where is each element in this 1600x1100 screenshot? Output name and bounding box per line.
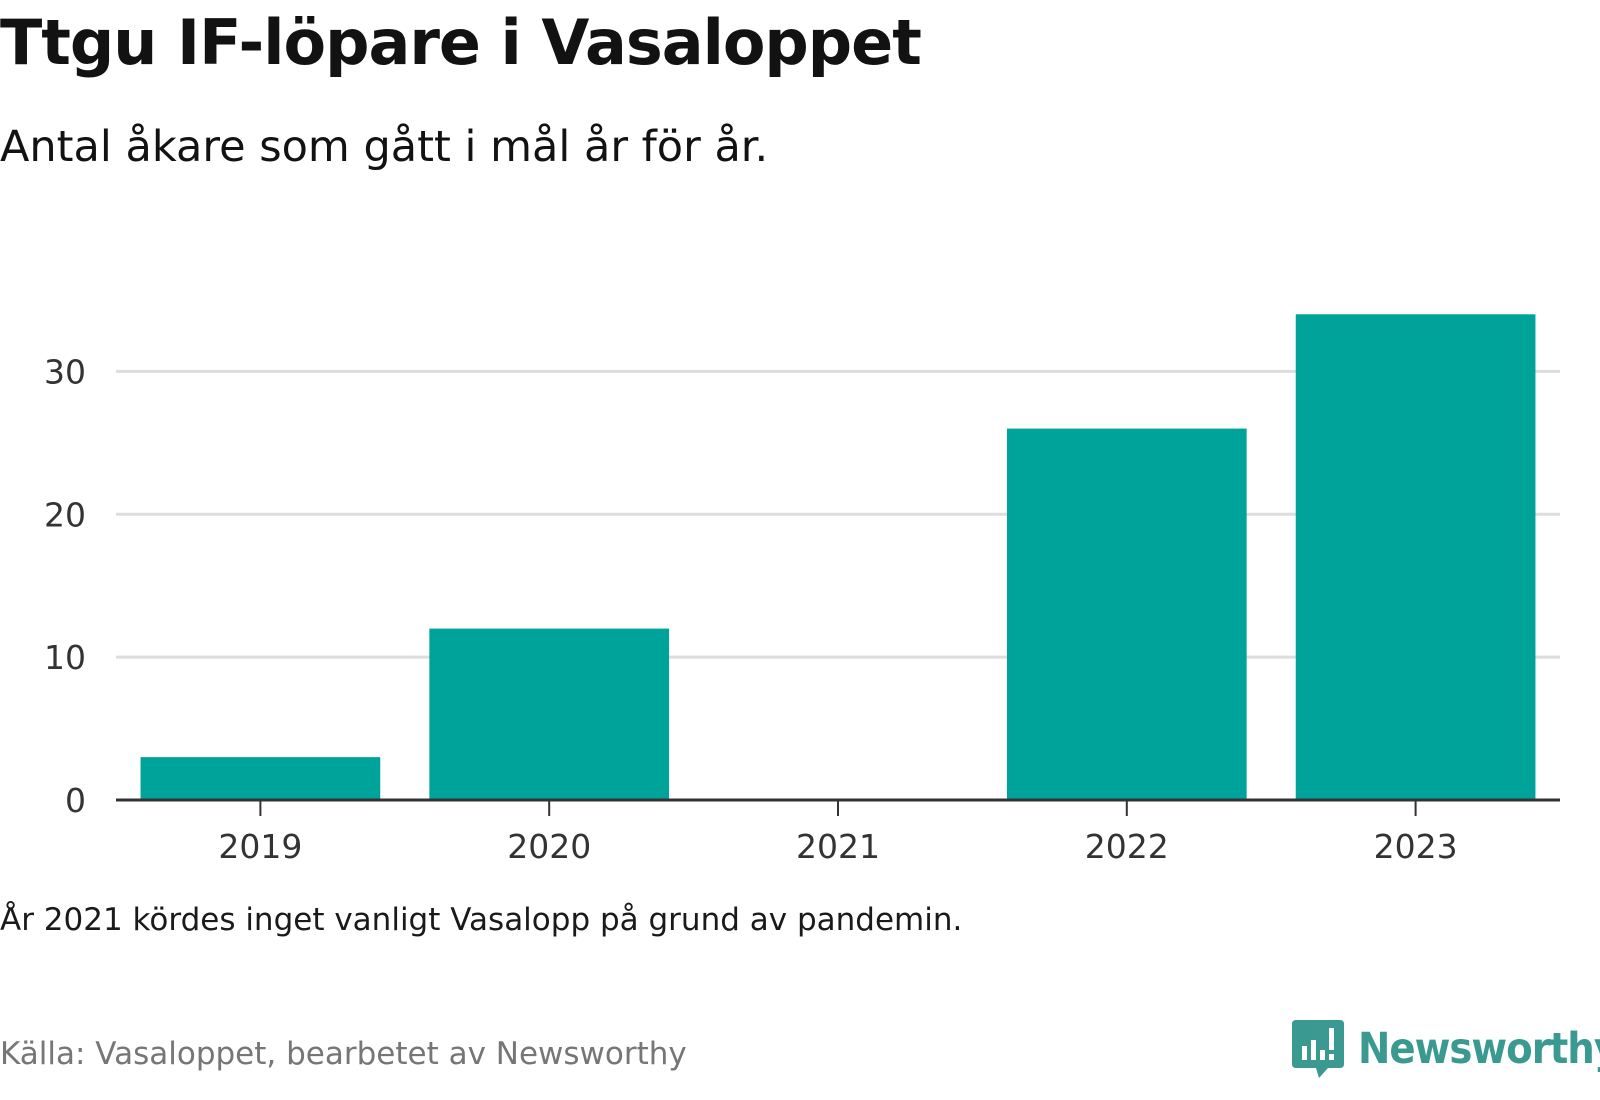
bar-2022 xyxy=(1006,428,1247,800)
bar-2019 xyxy=(140,757,381,800)
source-text: Källa: Vasaloppet, bearbetet av Newswort… xyxy=(0,1036,687,1072)
chart-subtitle: Antal åkare som gått i mål år för år. xyxy=(0,122,769,172)
brand-logo: Newsworthy xyxy=(1292,1020,1600,1078)
y-tick-label: 0 xyxy=(65,781,86,820)
y-tick-label: 30 xyxy=(44,352,86,391)
y-tick-label: 10 xyxy=(44,638,86,677)
y-tick-label: 20 xyxy=(44,495,86,534)
bar-chart-speech-bubble-icon xyxy=(1292,1020,1344,1078)
x-tick-label: 2021 xyxy=(796,827,880,866)
bar-2020 xyxy=(429,628,670,800)
brand-name: Newsworthy xyxy=(1358,1024,1600,1074)
chart-title: Ttgu IF-löpare i Vasaloppet xyxy=(0,6,922,79)
chart-note: År 2021 kördes inget vanligt Vasalopp på… xyxy=(0,902,963,938)
x-tick-label: 2022 xyxy=(1085,827,1169,866)
x-tick-label: 2019 xyxy=(218,827,302,866)
x-tick-label: 2020 xyxy=(507,827,591,866)
bar-2023 xyxy=(1295,314,1536,800)
x-tick-label: 2023 xyxy=(1374,827,1458,866)
